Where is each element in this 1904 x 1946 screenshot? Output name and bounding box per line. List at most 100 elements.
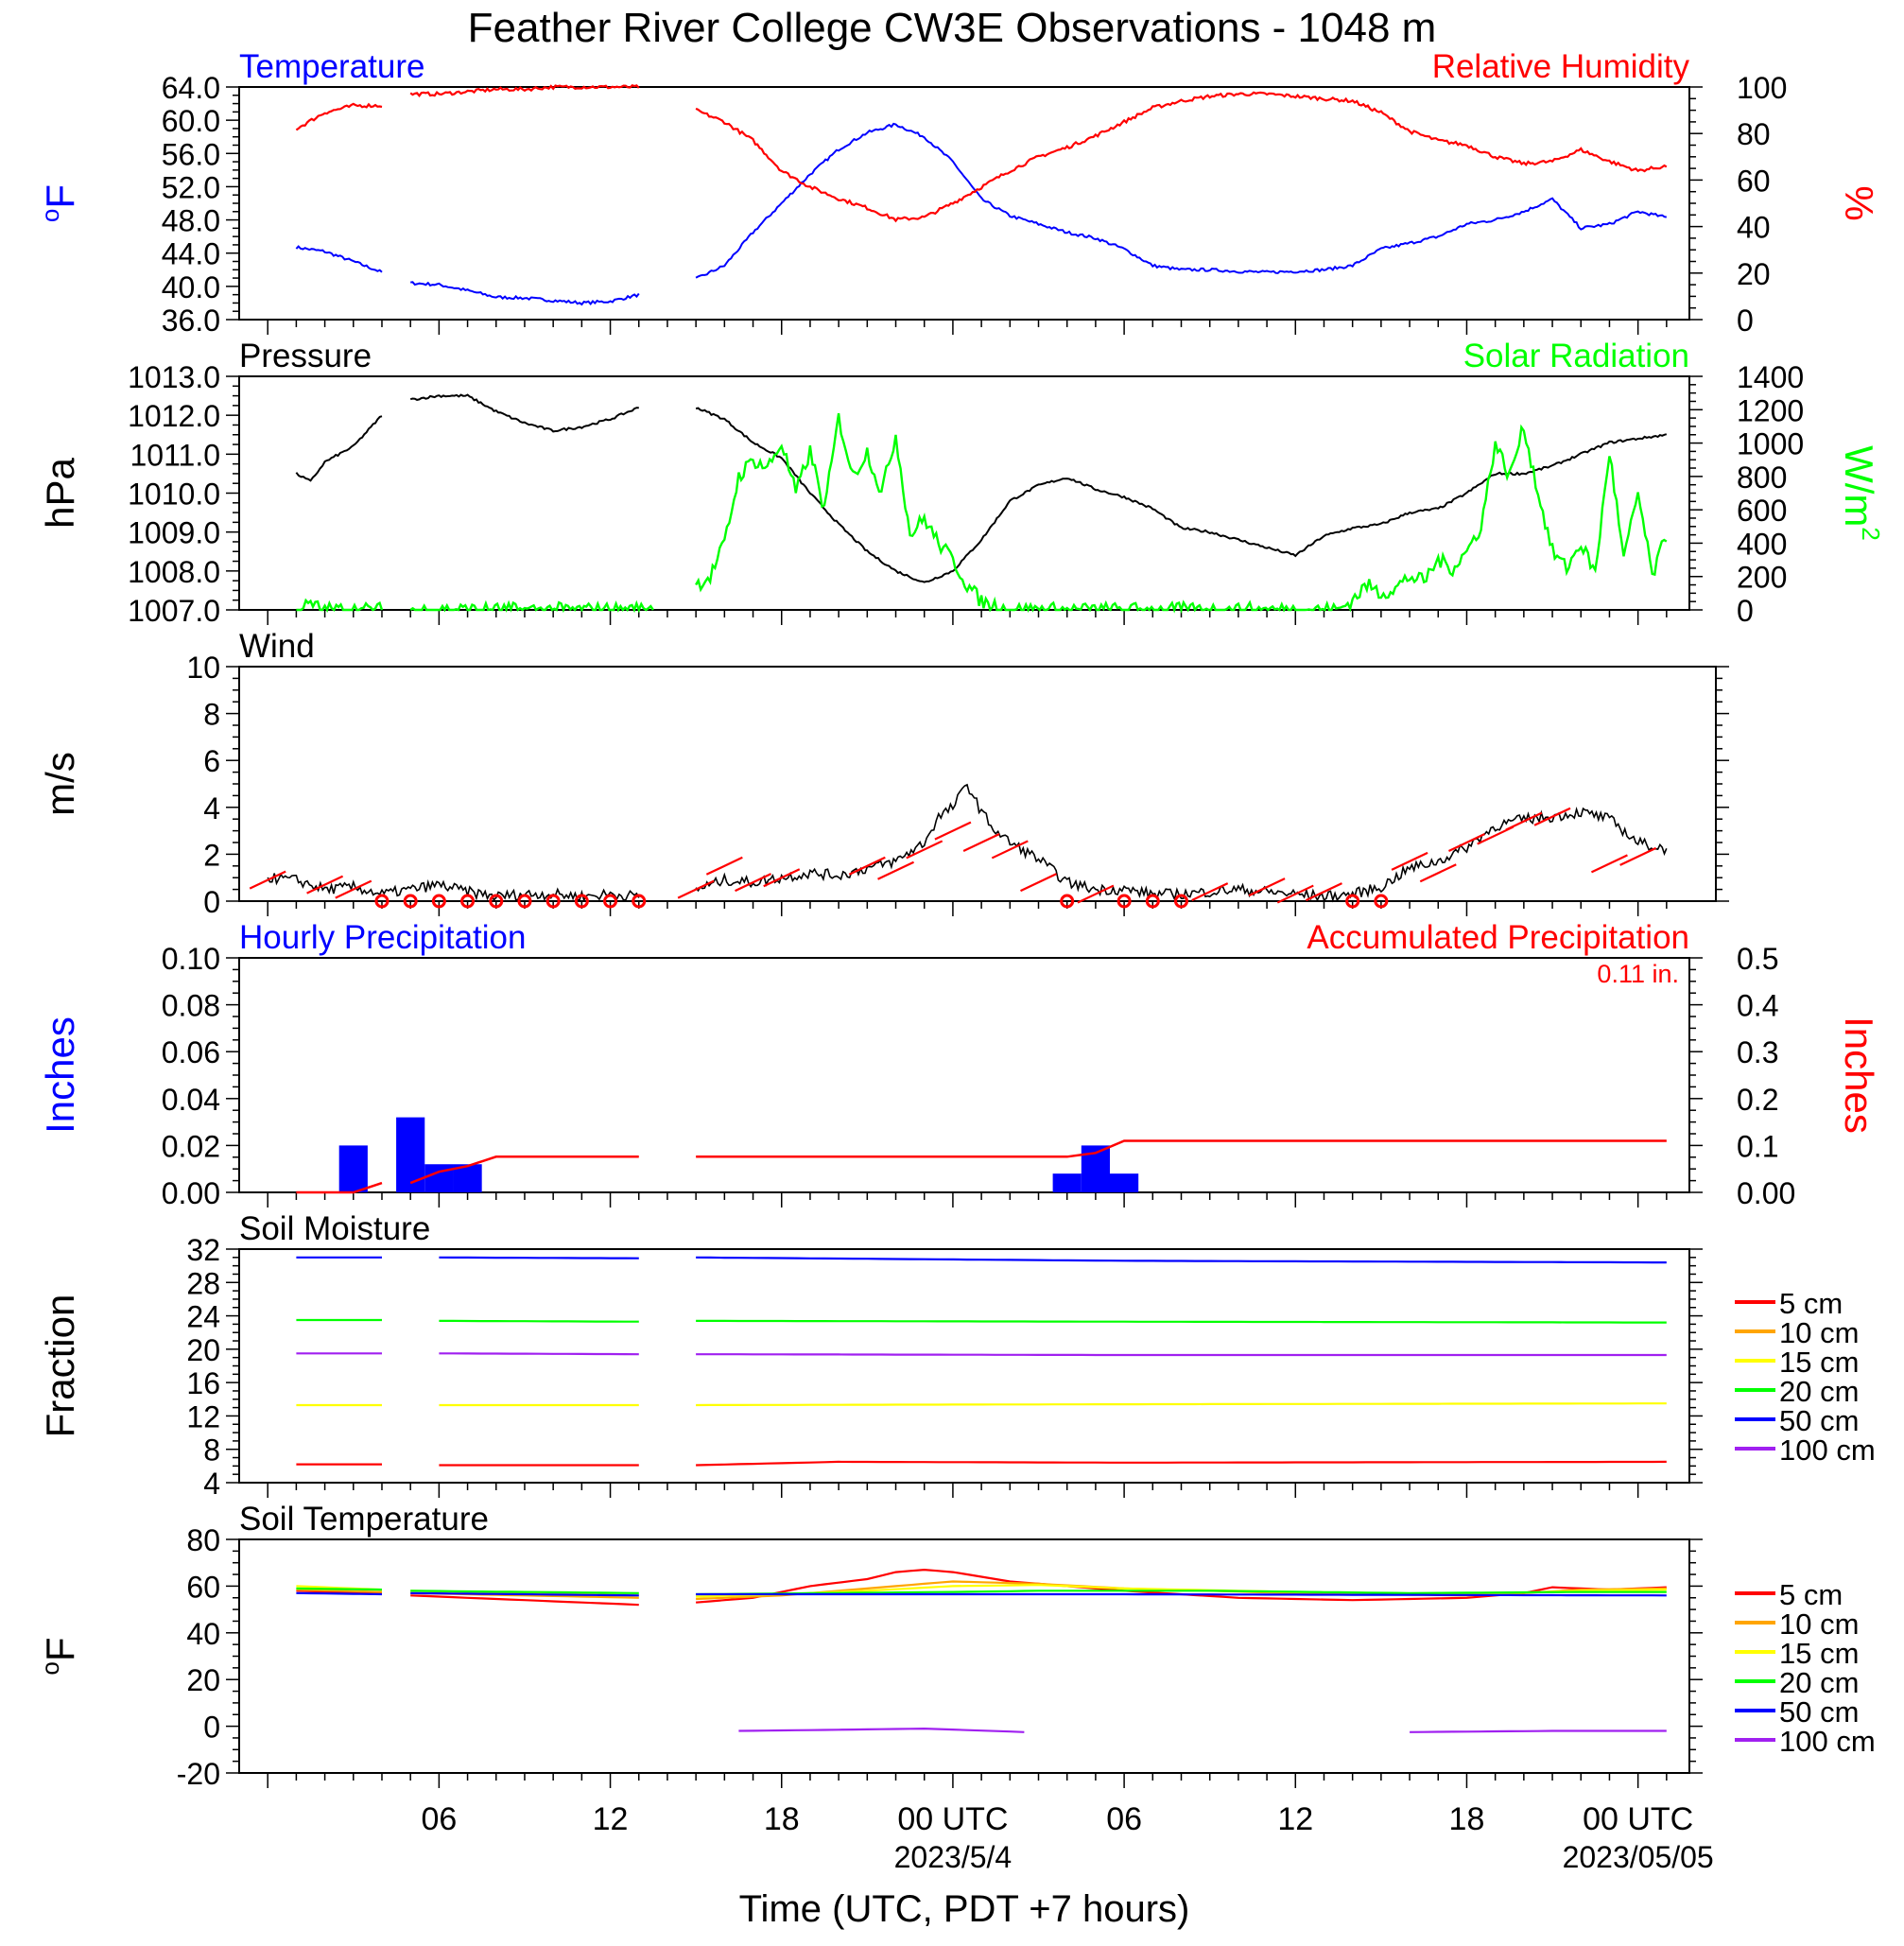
legend-label: 100 cm <box>1779 1433 1876 1467</box>
y-tick-label: 6 <box>203 744 220 778</box>
series-line-d100 <box>738 1727 1025 1733</box>
y2-tick-label: 400 <box>1737 527 1787 561</box>
calm-wind-circle <box>489 894 504 909</box>
series-line-d20 <box>696 1319 1667 1324</box>
y-tick-label: 36.0 <box>162 304 220 338</box>
panel-frame <box>238 86 1690 321</box>
legend-label: 50 cm <box>1779 1695 1859 1729</box>
calm-wind-circle <box>517 894 532 909</box>
wind-barb <box>1533 807 1571 826</box>
wind-barb <box>962 833 1000 852</box>
wind-barb <box>306 875 344 895</box>
y-tick-label: 80 <box>186 1523 220 1557</box>
series-line-temperature <box>410 281 640 306</box>
y-tick-label: 0.10 <box>162 942 220 976</box>
wind-barb <box>1391 851 1428 871</box>
y-tick-label: 10 <box>186 651 220 685</box>
y2-axis-label: % <box>1837 185 1881 220</box>
y2-axis-label: Inches <box>1837 1016 1881 1134</box>
panel-right-title: Accumulated Precipitation <box>1307 919 1689 956</box>
wind-barb <box>934 821 972 841</box>
legend-label: 20 cm <box>1779 1375 1859 1408</box>
series-line-humidity <box>409 84 640 97</box>
y2-tick-label: 0.3 <box>1737 1035 1778 1069</box>
calm-wind-circle <box>603 894 618 909</box>
y-tick-label: 56.0 <box>162 137 220 171</box>
legend-label: 5 cm <box>1779 1578 1843 1611</box>
series-line-solar <box>695 413 1668 615</box>
x-tick-label: 00 UTC <box>897 1801 1008 1837</box>
wind-barb <box>763 868 801 888</box>
series-line-humidity <box>695 91 1668 223</box>
wind-barb <box>1619 846 1657 866</box>
y-tick-label: 4 <box>203 791 220 825</box>
series-line-pressure <box>695 407 1668 583</box>
wind-barb <box>1191 882 1229 902</box>
series-line-d20 <box>439 1319 639 1323</box>
panel-left-title: Wind <box>239 628 315 665</box>
y-axis-label: hPa <box>38 457 82 528</box>
calm-wind-circle <box>1345 894 1360 909</box>
calm-wind-circle <box>574 894 589 909</box>
panel-right-title: Relative Humidity <box>1432 48 1690 85</box>
y2-tick-label: 0 <box>1737 594 1754 628</box>
calm-wind-circle <box>1374 894 1389 909</box>
y2-tick-label: 800 <box>1737 460 1787 495</box>
legend-label: 15 cm <box>1779 1346 1859 1379</box>
panel-frame <box>238 375 1690 611</box>
panel-4: 0.00 0.02 0.04 0.06 0.08 0.10 0.00 0.1 0.2 0.3 0.4… <box>38 919 1881 1210</box>
series-line-d5 <box>696 1568 1667 1604</box>
wind-barb <box>1419 863 1457 883</box>
y-tick-label: 28 <box>186 1266 220 1300</box>
panel-1: 36.040.044.048.052.056.060.064.0 0 20 40 60 8… <box>36 48 1881 338</box>
wind-barb <box>1590 854 1628 874</box>
panel-3: 0 2 4 6 8 10 Wind m/s <box>38 628 1729 919</box>
panel-frame <box>238 1248 1690 1484</box>
accumulated-precip-line <box>296 1181 383 1194</box>
wind-barb <box>677 879 715 899</box>
panel-frame <box>238 666 1717 902</box>
wind-barb <box>1077 884 1115 904</box>
y-tick-label: 8 <box>203 698 220 732</box>
series-line-d5 <box>296 1590 383 1594</box>
x-tick-date: 2023/5/4 <box>894 1840 1013 1874</box>
series-line-pressure <box>409 393 639 433</box>
accumulated-precip-line <box>696 1139 1667 1158</box>
figure-title: Feather River College CW3E Observations … <box>468 5 1437 51</box>
y2-tick-label: 0.4 <box>1737 989 1778 1023</box>
wind-barb <box>1505 811 1543 831</box>
y-tick-label: 40 <box>186 1617 220 1651</box>
precip-bar <box>1052 1173 1082 1192</box>
x-tick-label: 18 <box>764 1801 800 1837</box>
y2-tick-label: 0.5 <box>1737 942 1778 976</box>
y-tick-label: -20 <box>177 1757 220 1791</box>
calm-wind-circle <box>1145 894 1160 909</box>
calm-wind-circle <box>1173 894 1188 909</box>
legend-label: 100 cm <box>1779 1725 1876 1758</box>
y2-tick-label: 0 <box>1737 304 1754 338</box>
calm-wind-circle <box>1116 894 1132 909</box>
series-line-temperature <box>695 122 1667 279</box>
panel-left-title: Soil Moisture <box>239 1210 430 1247</box>
legend-label: 5 cm <box>1779 1287 1843 1320</box>
y2-tick-label: 0.00 <box>1737 1176 1795 1210</box>
wind-barb <box>1248 877 1286 897</box>
wind-barb <box>1447 833 1485 852</box>
calm-wind-circle <box>374 894 389 909</box>
panel-2: 1007.0 1008.0 1009.0 1010.0 1011.0 1012.0 1013… <box>38 338 1885 628</box>
legend-label: 15 cm <box>1779 1637 1859 1670</box>
calm-wind-circle <box>403 894 418 909</box>
y-tick-label: 24 <box>186 1300 220 1334</box>
y-tick-label: 1010.0 <box>128 478 220 512</box>
y2-tick-label: 40 <box>1737 211 1771 245</box>
precip-total-label: 0.11 in. <box>1597 960 1679 988</box>
legend-label: 20 cm <box>1779 1666 1859 1699</box>
y2-tick-label: 100 <box>1737 71 1787 105</box>
x-tick-date: 2023/05/05 <box>1563 1840 1714 1874</box>
y2-tick-label: 600 <box>1737 494 1787 528</box>
y-tick-label: 0 <box>203 885 220 919</box>
wind-barb <box>877 860 914 880</box>
calm-wind-circle <box>431 894 446 909</box>
y-axis-label: oF <box>36 1637 82 1675</box>
series-line-d5 <box>696 1460 1667 1467</box>
